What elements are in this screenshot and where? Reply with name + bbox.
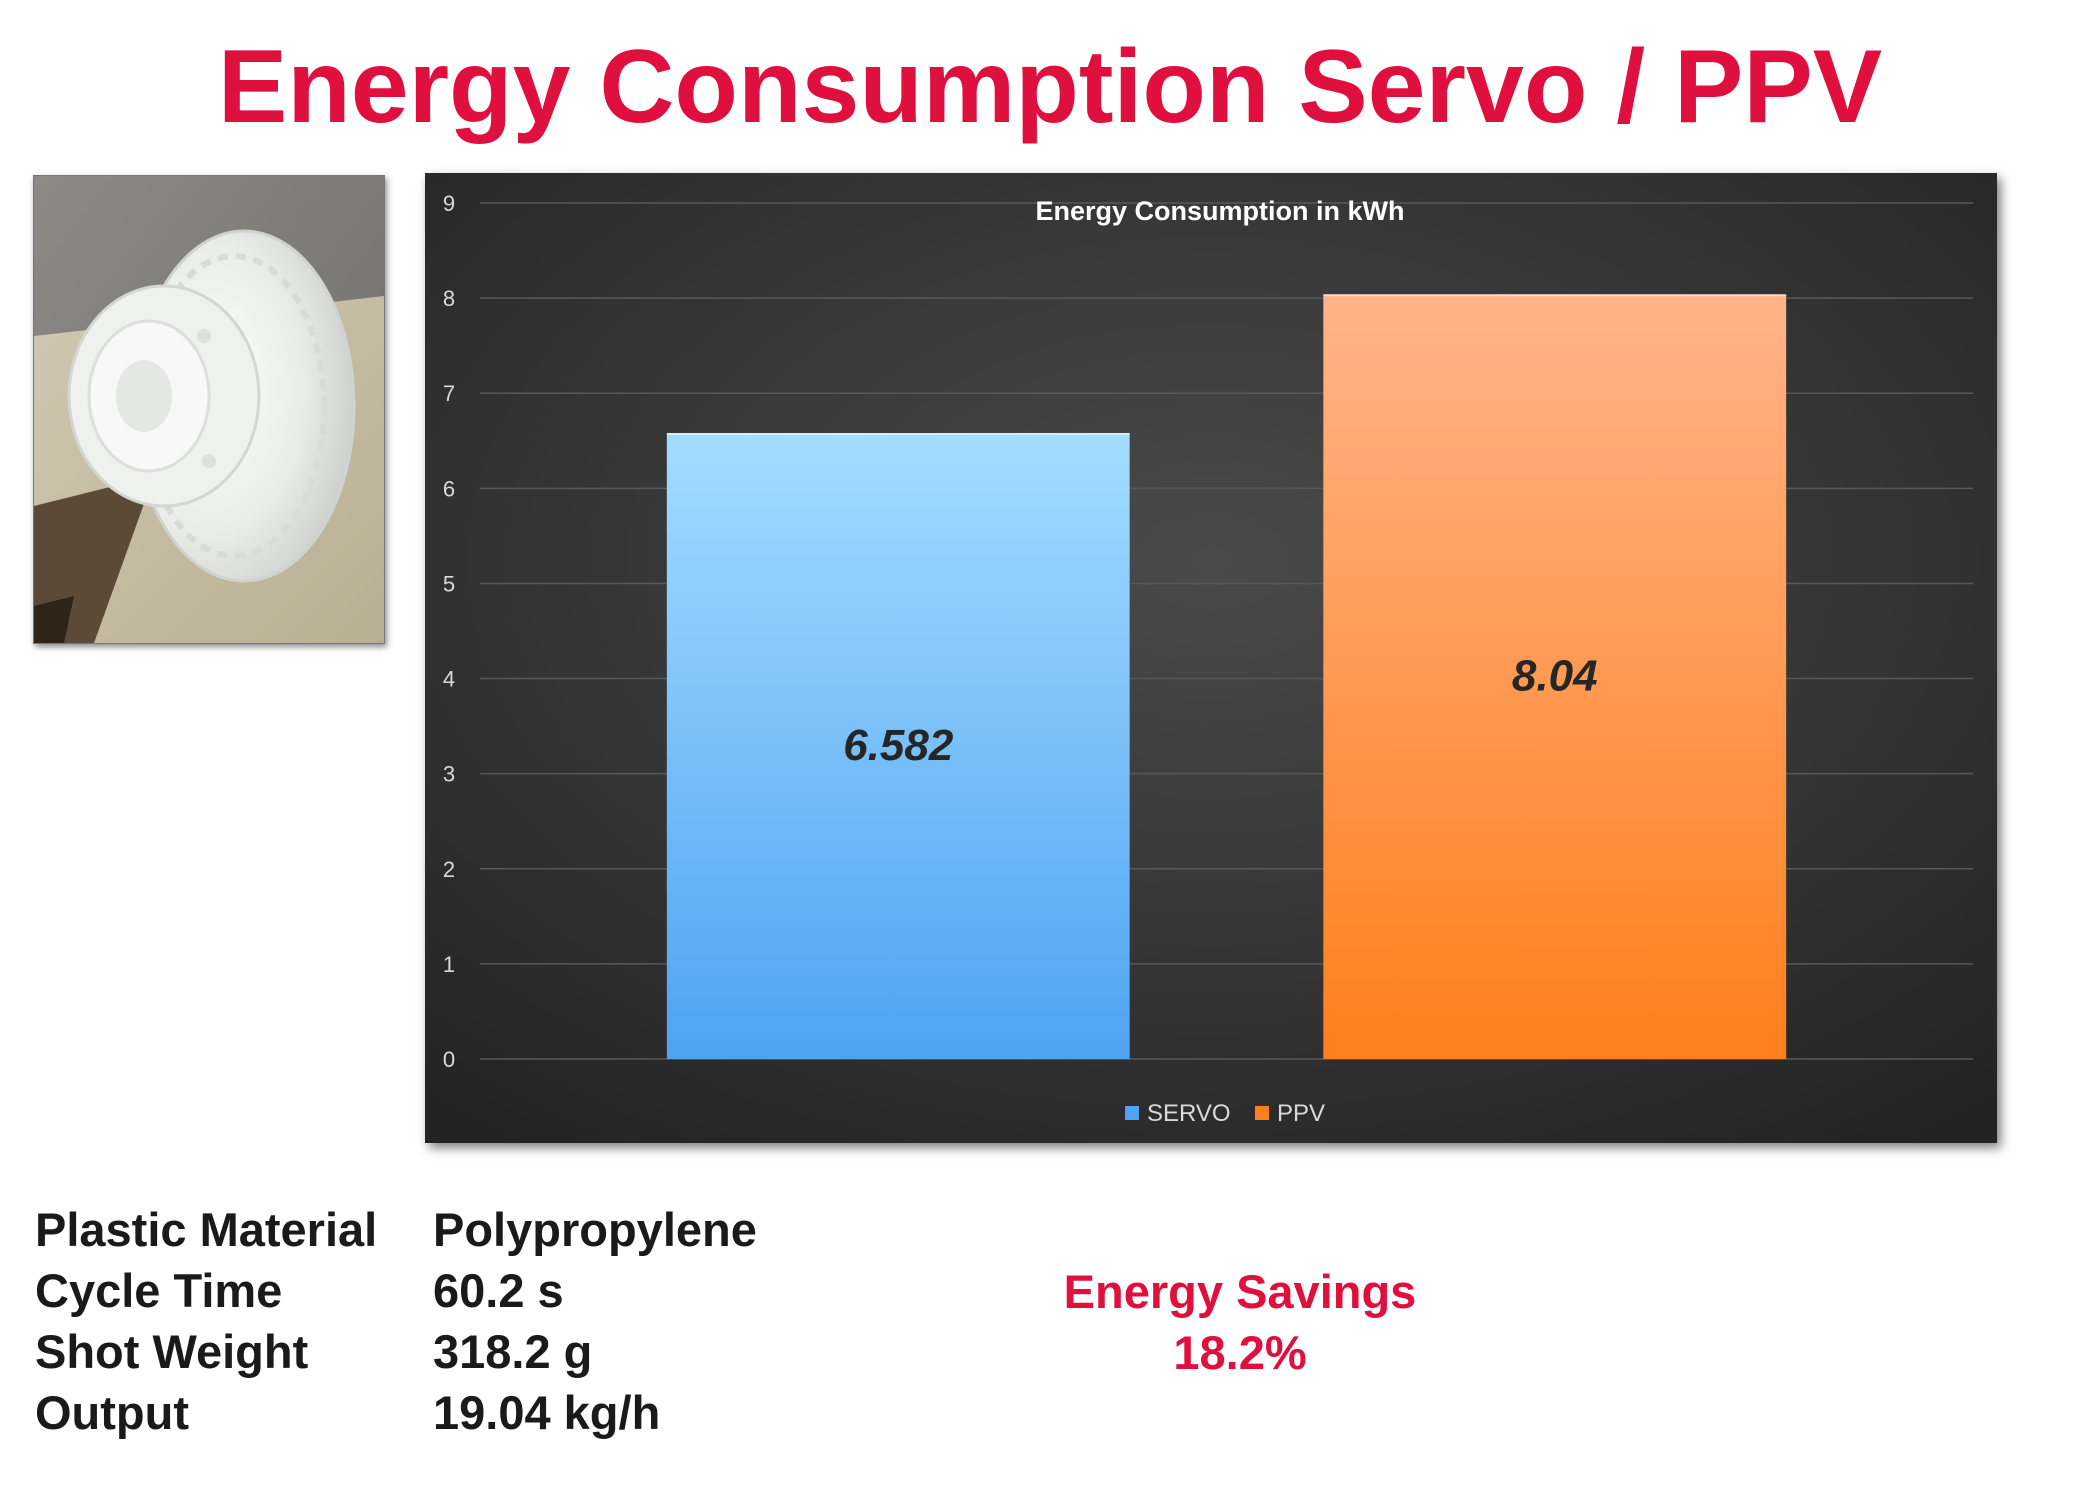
spec-row-material: Plastic Material Polypropylene (35, 1200, 935, 1261)
spec-label: Plastic Material (35, 1203, 378, 1256)
spec-row-output: Output 19.04 kg/h (35, 1383, 935, 1444)
data-label-ppv: 8.04 (1512, 652, 1598, 701)
y-tick-label: 1 (443, 952, 455, 977)
product-photo (33, 175, 385, 644)
chart-title: Energy Consumption in kWh (1036, 196, 1405, 226)
spec-value: 19.04 kg/h (433, 1386, 661, 1439)
bar-servo (666, 432, 1130, 1060)
savings-value: 18.2% (1173, 1326, 1307, 1379)
y-tick-label: 0 (443, 1047, 455, 1072)
legend-label-servo: SERVO (1147, 1100, 1231, 1127)
spec-value: 60.2 s (433, 1264, 564, 1317)
page-title: Energy Consumption Servo / PPV (217, 29, 1883, 145)
legend-swatch-servo (1125, 1106, 1139, 1120)
y-tick-label: 6 (443, 476, 455, 501)
y-tick-label: 8 (443, 286, 455, 311)
y-tick-label: 2 (443, 857, 455, 882)
spec-label: Shot Weight (35, 1325, 309, 1378)
y-tick-label: 4 (443, 667, 455, 692)
legend-swatch-ppv (1255, 1106, 1269, 1120)
spec-row-shot-weight: Shot Weight 318.2 g (35, 1322, 935, 1383)
y-tick-label: 7 (443, 381, 455, 406)
legend-label-ppv: PPV (1277, 1100, 1325, 1127)
spec-row-cycle-time: Cycle Time 60.2 s (35, 1261, 935, 1322)
molded-part-image (34, 176, 384, 643)
energy-chart: 0 1 2 3 4 5 6 7 8 9 6.582 8.04 Energy Consumption … (425, 173, 1997, 1143)
energy-savings: Energy Savings 18.2% (1000, 1261, 1480, 1383)
y-tick-label: 9 (443, 191, 455, 216)
data-label-servo: 6.582 (843, 721, 954, 770)
bar-ppv (1323, 294, 1787, 1060)
spec-table: Plastic Material Polypropylene Cycle Tim… (35, 1200, 935, 1444)
spec-value: Polypropylene (433, 1203, 757, 1256)
y-tick-label: 5 (443, 571, 455, 596)
spec-value: 318.2 g (433, 1325, 593, 1378)
energy-chart-svg: 0 1 2 3 4 5 6 7 8 9 6.582 8.04 Energy Consumption … (425, 173, 1997, 1143)
savings-label: Energy Savings (1063, 1265, 1417, 1318)
spec-label: Cycle Time (35, 1264, 283, 1317)
y-tick-label: 3 (443, 762, 455, 787)
spec-label: Output (35, 1386, 189, 1439)
